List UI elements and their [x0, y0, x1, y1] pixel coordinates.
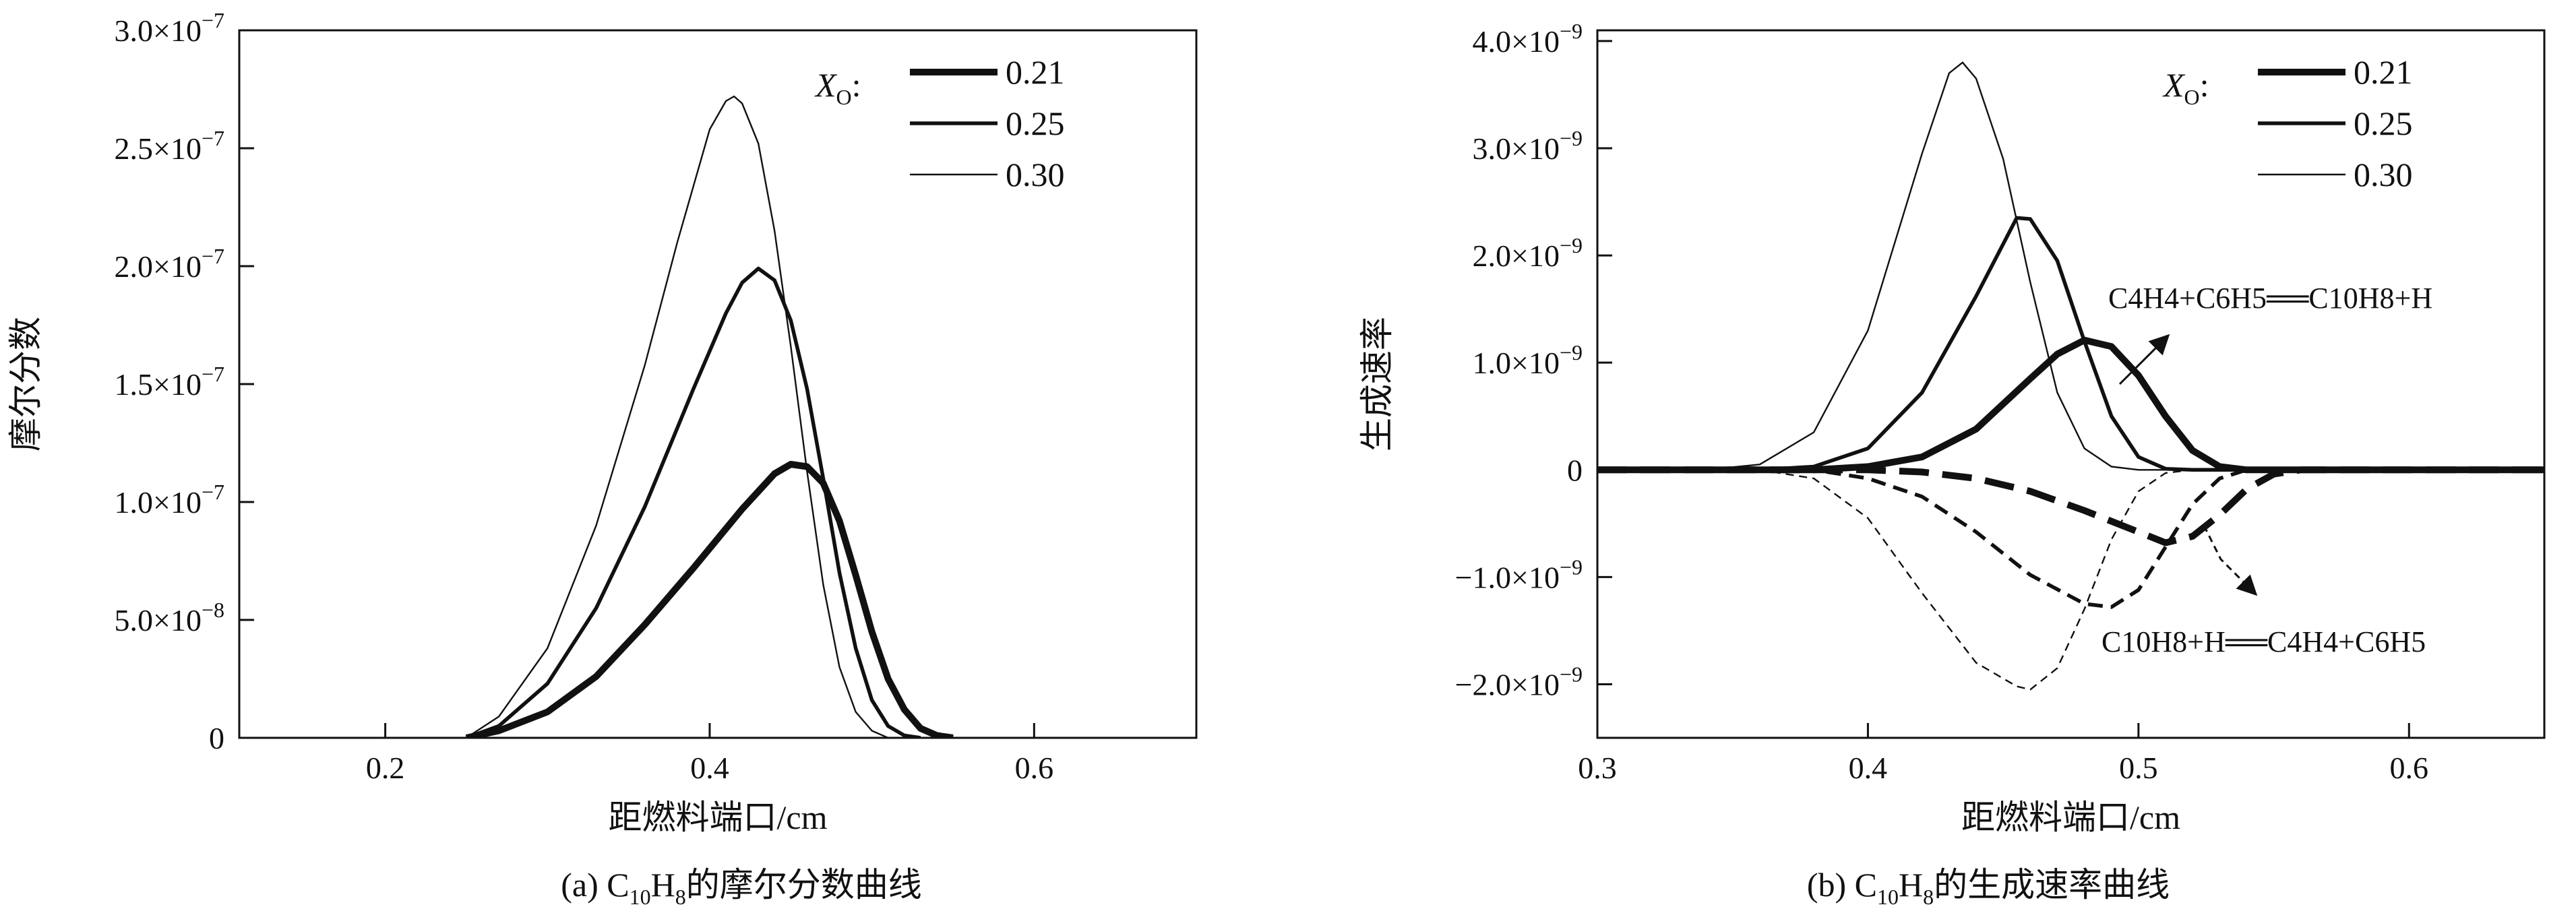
y-tick-label: −2.0×10−9	[1455, 662, 1583, 701]
legend-label: 0.25	[2354, 104, 2413, 142]
y-tick-label: 2.5×10−7	[115, 126, 225, 166]
series-line-030	[466, 95, 889, 738]
y-tick-label: 2.0×10−7	[115, 244, 225, 284]
x-tick-label: 0.5	[2119, 751, 2158, 785]
series-line-030-forward	[1597, 61, 2544, 471]
y-tick-label: 1.5×10−7	[115, 362, 225, 402]
y-tick-label: 3.0×10−7	[115, 8, 225, 48]
x-tick-label: 0.3	[1578, 751, 1617, 785]
legend-label: 0.21	[2354, 53, 2413, 91]
legend-label: 0.30	[1006, 156, 1065, 193]
reverse-arrow	[2203, 525, 2258, 596]
series-line-030-reverse	[1597, 469, 2544, 691]
y-tick-label: −1.0×10−9	[1455, 555, 1583, 594]
x-axis-label: 距燃料端口/cm	[609, 798, 828, 836]
series-line-025-reverse	[1597, 468, 2544, 609]
y-axis-label: 生成速率	[1358, 317, 1396, 451]
y-tick-label: 2.0×10−9	[1473, 233, 1583, 273]
y-tick-label: 0	[1567, 453, 1583, 487]
x-tick-label: 0.6	[1015, 751, 1054, 785]
legend-title: XO:	[2162, 66, 2209, 109]
y-tick-label: 1.0×10−9	[1473, 340, 1583, 380]
y-tick-label: 4.0×10−9	[1473, 19, 1583, 59]
y-tick-label: 5.0×10−8	[115, 598, 225, 637]
series-line-021	[465, 461, 954, 738]
chart-panel-a: 0.2 0.4 0.6 0 5.0×10−8 1.0×10−7 1.5×10−7 2.0×10…	[7, 8, 1198, 909]
chart-panel-b: 0.3 0.4 0.5 0.6 −2.0×10−9 −1.0×10−9 0 1.0×10−9 2…	[1358, 19, 2546, 909]
legend-label: 0.25	[1006, 104, 1065, 142]
x-tick-label: 0.2	[366, 751, 405, 785]
plot-frame	[1596, 29, 2546, 739]
x-tick-label: 0.4	[690, 751, 729, 785]
figure-caption: (b) C10H8的生成速率曲线	[1807, 866, 2170, 909]
series-line-025-forward	[1597, 216, 2544, 472]
x-tick-label: 0.6	[2390, 751, 2429, 785]
legend-label: 0.21	[1006, 53, 1065, 91]
legend-title: XO:	[814, 66, 861, 109]
x-tick-label: 0.4	[1849, 751, 1888, 785]
forward-arrow	[2118, 334, 2170, 385]
y-axis-label: 摩尔分数	[7, 317, 44, 451]
y-tick-label: 3.0×10−9	[1473, 126, 1583, 166]
series-line-021-forward	[1597, 336, 2544, 474]
annotation-reverse-reaction: C10H8+H══C4H4+C6H5	[2102, 625, 2426, 658]
y-tick-label: 1.0×10−7	[115, 480, 225, 520]
series-line-025	[465, 266, 921, 738]
x-axis-label: 距燃料端口/cm	[1961, 798, 2180, 836]
series-line-021-reverse	[1597, 466, 2544, 546]
legend-label: 0.30	[2354, 156, 2413, 193]
figure-caption: (a) C10H8的摩尔分数曲线	[561, 866, 921, 909]
y-tick-label: 0	[209, 721, 224, 755]
annotation-forward-reaction: C4H4+C6H5══C10H8+H	[2108, 282, 2432, 315]
